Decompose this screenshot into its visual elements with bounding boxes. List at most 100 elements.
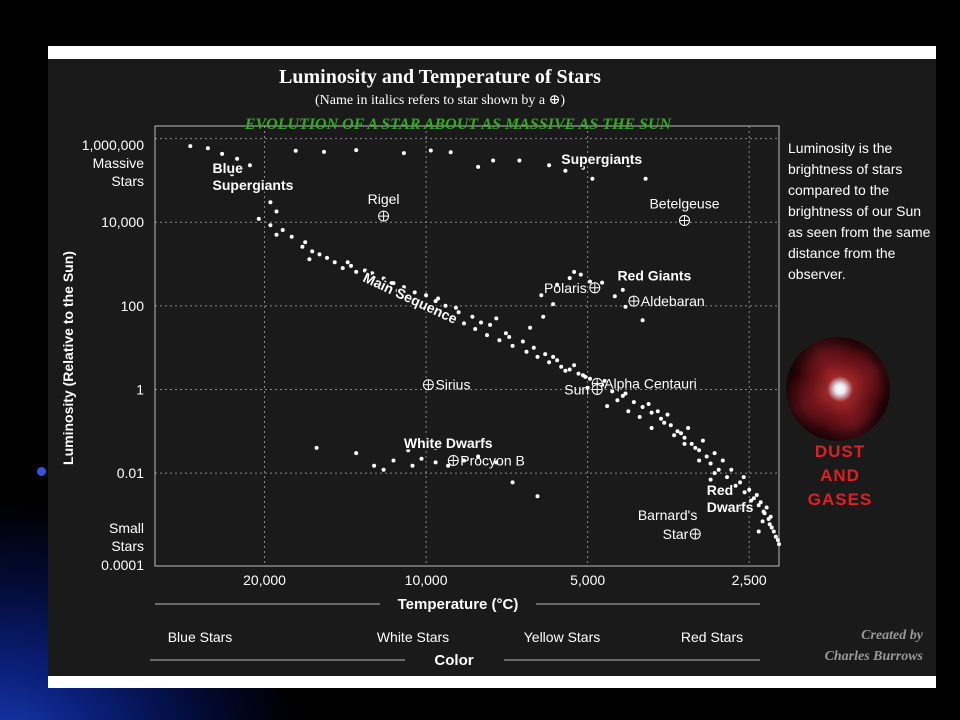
star-point [693,445,698,450]
star-point [494,460,499,465]
star-point [697,448,702,453]
star-point [539,293,544,298]
star-point [349,263,353,268]
star-point [626,409,631,414]
star-point [720,458,725,463]
star-point [754,493,759,497]
star-point [256,216,261,221]
chart-title: Luminosity and Temperature of Stars [279,66,601,88]
star-point [643,176,648,181]
star-point [293,148,298,153]
star-point [354,451,359,456]
star-point [428,148,433,153]
star-point [771,529,776,534]
star-point [581,165,585,170]
star-point [729,467,734,472]
x-tick-label: 10,000 [405,572,448,588]
star-point [655,409,660,414]
star-point [220,151,225,156]
star-point [268,200,273,205]
named-star-label: Sun [564,381,589,397]
named-star-label: Rigel [368,191,400,207]
star-point [631,400,636,405]
star-point [507,335,512,339]
star-point [510,343,515,348]
x-axis-title: Temperature (°C) [398,596,519,613]
star-point [572,269,577,274]
star-point [424,293,429,298]
star-point [354,148,359,153]
star-point [555,358,560,363]
star-point [712,451,717,456]
star-point [456,310,461,315]
region-label: White Dwarfs [404,435,493,451]
star-point [610,389,615,394]
star-point [567,276,572,281]
star-point [230,172,234,177]
star-point [615,398,620,403]
star-point [448,150,453,155]
star-point [381,276,386,281]
star-point [325,255,329,260]
star-point [649,410,654,415]
bottom-white-bar [48,676,936,688]
star-point [620,287,625,292]
star-point [777,542,781,547]
star-point [497,338,502,343]
star-point [672,433,677,438]
dust-and-gases-label: DUST AND GASES [790,440,890,512]
star-point [280,228,285,232]
star-point [712,471,717,476]
star-point [438,311,443,316]
y-tick-label: 1 [136,381,144,397]
star-point [235,156,240,161]
star-point [751,496,756,501]
star-point [738,505,743,510]
star-point [747,487,752,492]
star-point [555,282,560,287]
star-point [322,149,326,154]
star-point [605,161,610,166]
y-tick-label: 0.01 [117,465,144,481]
star-point [543,352,548,357]
color-band-label: White Stars [377,629,449,645]
star-point [615,156,620,161]
star-point [274,232,279,237]
y-tick-label: 0.0001 [101,557,144,573]
star-point [576,371,581,376]
star-point [704,454,709,459]
star-point [433,460,438,465]
named-star-label: Alpha Centauri [604,375,697,391]
y-end-label: Massive [93,155,145,171]
star-point [366,275,371,280]
star-point [503,331,508,336]
star-point [689,441,694,446]
star-point [588,279,592,284]
star-point [535,354,540,359]
star-point [428,305,433,310]
frame-layer [150,125,780,661]
star-point [563,368,568,373]
star-point [756,503,761,508]
star-point [682,435,687,440]
named-star-label: Betelgeuse [649,195,719,211]
star-point [433,445,438,450]
y-tick-label: 10,000 [101,214,144,230]
star-point [303,240,308,245]
luminosity-definition-text: Luminosity is the brightness of stars co… [788,140,931,282]
star-point [697,458,702,463]
star-point [567,367,572,372]
star-point [479,320,483,325]
star-point [395,288,400,293]
star-point [741,475,746,480]
star-point [535,494,540,499]
star-point [640,318,645,323]
star-point [401,285,406,290]
star-point [488,322,493,327]
star-point [491,158,496,163]
star-point [406,448,411,453]
star-point [574,159,579,164]
star-point [362,268,367,273]
color-band-label: Red Stars [681,629,743,645]
